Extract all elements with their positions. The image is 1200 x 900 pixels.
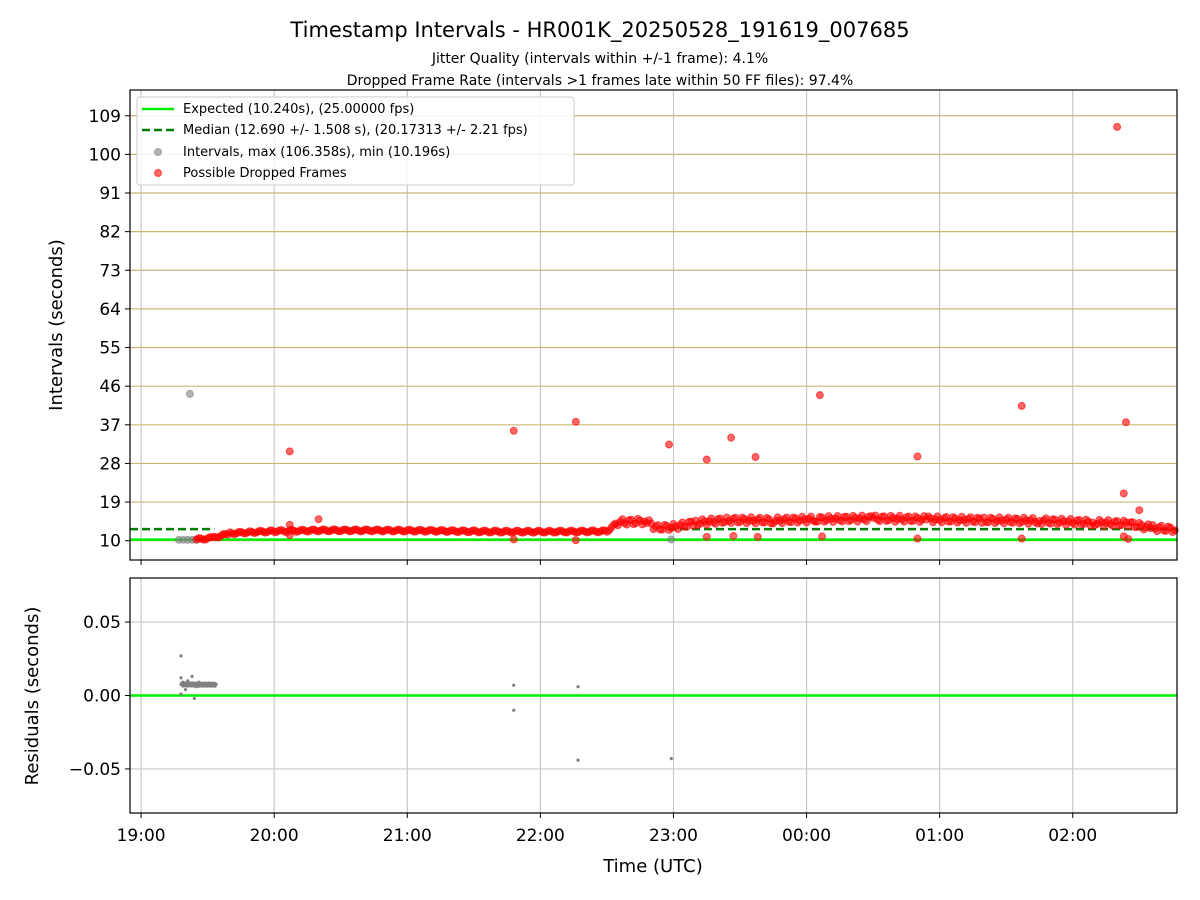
residuals-ytick-label: 0.00 [83,687,121,707]
residual-point [576,685,580,689]
residuals-ylabel: Residuals (seconds) [22,607,43,786]
intervals-panel: 10 19 28 37 46 55 64 73 82 91 100 109 Intervals (se… [46,89,1179,565]
legend-median-label: Median (12.690 +/- 1.508 s), (20.17313 +… [183,123,528,138]
interval-point [185,389,194,398]
dropped-frame-point [509,426,518,435]
residual-point [214,682,218,686]
residual-point [512,683,516,687]
intervals-ytick-label: 64 [99,300,121,320]
intervals-ytick-label: 46 [99,377,121,397]
interval-point [667,535,676,544]
residual-point [576,758,580,762]
dropped-frame-point [1135,506,1144,515]
x-tick-label: 02:00 [1048,826,1097,846]
intervals-plot-frame [129,89,1178,561]
dropped-frame-point [1017,401,1026,410]
dropped-frame-point [1124,534,1133,543]
dropped-frame-point [314,515,323,524]
residuals-ytick-label: −0.05 [69,760,121,780]
intervals-ytick-label: 82 [99,223,121,243]
intervals-ytick-label: 19 [99,493,121,513]
legend-intervals-label: Intervals, max (106.358s), min (10.196s) [183,145,450,160]
intervals-points [174,122,1179,545]
dropped-frame-point [285,520,294,529]
chart-subtitle-dropped: Dropped Frame Rate (intervals >1 frames … [347,73,854,89]
intervals-reference-lines [130,527,1177,541]
residuals-panel: 0.05 0.00 −0.05 19:00 20:00 21:00 22:00 23:00 00… [22,577,1178,877]
x-tick-label: 19:00 [117,826,166,846]
x-tick-label: 21:00 [383,826,432,846]
x-tick-label: 20:00 [250,826,299,846]
intervals-ytick-label: 55 [99,339,121,359]
x-tick-label: 01:00 [915,826,964,846]
dropped-frame-point [702,532,711,541]
intervals-axes: 10 19 28 37 46 55 64 73 82 91 100 109 [89,107,1074,565]
legend-box [136,96,575,186]
dropped-frame-point [571,536,580,545]
dropped-frame-point [815,391,824,400]
legend: Expected (10.240s), (25.00000 fps) Media… [136,96,575,186]
dropped-frame-point [285,531,294,540]
x-tick-label: 00:00 [782,826,831,846]
x-tick-label: 23:00 [649,826,698,846]
residual-point [183,688,188,692]
residuals-points [179,654,673,762]
intervals-ytick-label: 100 [89,145,121,165]
intervals-ytick-label: 37 [99,416,121,436]
dropped-frame-point [913,452,922,461]
dropped-frame-point [702,455,711,464]
dropped-frame-point [285,447,294,456]
dropped-frame-point [1017,534,1026,543]
dropped-frame-point [1119,489,1128,498]
x-axis-label: Time (UTC) [602,856,703,877]
dropped-frame-point [753,532,762,541]
intervals-ytick-label: 109 [89,107,121,127]
x-tick-label: 22:00 [516,826,565,846]
residual-point [669,757,673,761]
residuals-axes: 0.05 0.00 −0.05 19:00 20:00 21:00 22:00 23:00 00… [69,613,1097,846]
intervals-ytick-label: 28 [99,454,121,474]
residual-point [512,708,516,712]
residual-point [179,654,183,658]
chart-subtitle-jitter: Jitter Quality (intervals within +/-1 fr… [431,51,768,67]
dropped-frame-point [729,531,738,540]
residual-point [192,696,196,701]
residual-point [190,674,194,679]
residual-point [179,676,183,680]
dropped-frame-point [665,440,674,449]
legend-intervals-swatch [154,148,162,156]
dropped-frame-point [509,535,518,544]
dropped-frame-point [913,534,922,543]
intervals-ylabel: Intervals (seconds) [46,239,67,411]
intervals-ytick-label: 91 [99,184,121,204]
dropped-frame-point [1121,418,1130,427]
intervals-ytick-label: 10 [99,532,121,552]
legend-expected-label: Expected (10.240s), (25.00000 fps) [183,102,414,117]
legend-dropped-label: Possible Dropped Frames [183,166,347,181]
residual-point [179,692,183,696]
dropped-frame-point [571,417,580,426]
chart-title: Timestamp Intervals - HR001K_20250528_19… [289,18,909,43]
intervals-ytick-label: 73 [99,261,121,281]
dropped-frame-point [727,433,736,442]
residuals-ytick-label: 0.05 [83,613,121,633]
dropped-frame-point [818,532,827,541]
legend-dropped-swatch [154,169,162,177]
dropped-frame-point [751,452,760,461]
dropped-frame-point [1113,122,1122,131]
